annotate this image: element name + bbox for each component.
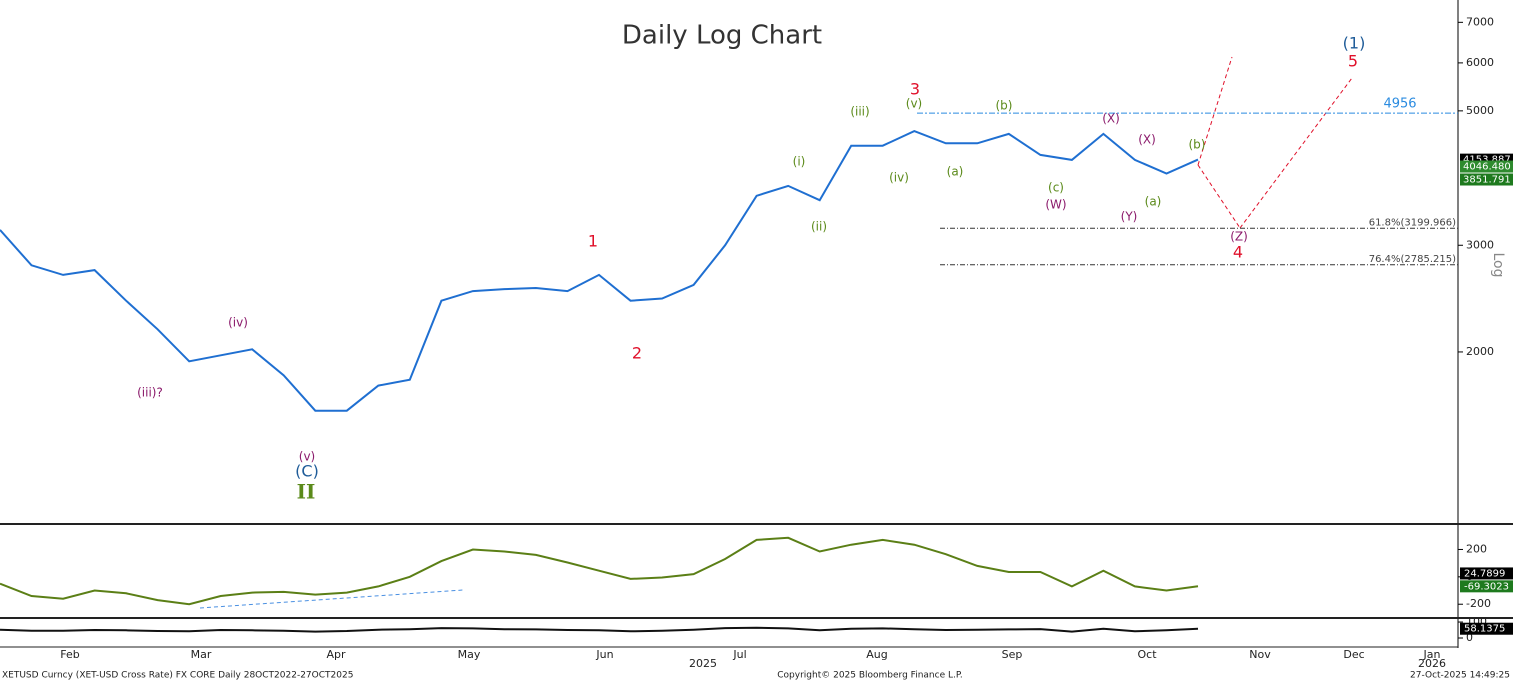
y-tick-label: 7000 <box>1466 15 1494 28</box>
level-label: 61.8%(3199.966) <box>1369 217 1456 228</box>
wave-label: 2 <box>632 344 642 363</box>
wave-label: (c) <box>1048 181 1064 195</box>
x-tick-label: Mar <box>191 648 212 661</box>
footer-right: 27-Oct-2025 14:49:25 <box>1410 671 1510 680</box>
wave-label: (iii) <box>850 105 869 119</box>
rsi-label: 58.1375 <box>1464 624 1505 635</box>
x-tick-label: Sep <box>1002 648 1023 661</box>
x-tick-label: Apr <box>326 648 346 661</box>
rsi-label-box <box>1460 622 1513 635</box>
wave-label: (b) <box>1189 138 1206 152</box>
x-tick-label: Jan <box>1423 648 1441 661</box>
wave-label: (iv) <box>889 171 909 185</box>
y-axis-label: Log <box>1490 252 1506 277</box>
projection-arrow <box>1239 77 1353 229</box>
wave-label: 5 <box>1348 52 1358 71</box>
wave-label: (a) <box>1145 195 1162 209</box>
wave-label: (b) <box>996 99 1013 113</box>
x-tick-label: Nov <box>1249 648 1271 661</box>
osc-label-box <box>1460 580 1513 593</box>
level-label: 4956 <box>1383 97 1416 112</box>
x-tick-label: May <box>458 648 481 661</box>
wave-label: (i) <box>793 155 806 169</box>
x-tick-label: Jun <box>595 648 613 661</box>
y-tick-label: 6000 <box>1466 56 1494 69</box>
y-tick-label: 5000 <box>1466 104 1494 117</box>
wave-label: (v) <box>906 97 922 111</box>
price-label: 4153.887 <box>1463 155 1511 166</box>
osc-label: -69.3023 <box>1464 581 1509 592</box>
x-tick-label: Dec <box>1343 648 1364 661</box>
divergence-arrow <box>199 589 464 609</box>
y-tick-label: 3000 <box>1466 238 1494 251</box>
year-label: 2025 <box>689 657 717 670</box>
osc-tick-label: -200 <box>1466 597 1491 610</box>
wave-label: (Z) <box>1230 230 1248 244</box>
wave-label: (W) <box>1045 198 1066 212</box>
oscillator-line <box>0 536 1199 606</box>
wave-label: (1) <box>1343 34 1366 53</box>
wave-label: (X) <box>1102 112 1120 126</box>
wave-label: (v) <box>299 450 315 464</box>
wave-label: (Y) <box>1121 210 1138 224</box>
price-label-box <box>1460 160 1513 173</box>
osc-label: 24.7899 <box>1464 568 1505 579</box>
price-label: 4046.480 <box>1463 162 1511 173</box>
wave-label: (iii)? <box>137 386 163 400</box>
x-tick-label: Jul <box>732 648 746 661</box>
x-tick-label: Aug <box>866 648 887 661</box>
price-line <box>0 130 1199 412</box>
y-tick-label: 2000 <box>1466 345 1494 358</box>
level-label: 76.4%(2785.215) <box>1369 254 1456 265</box>
osc-tick-label: 200 <box>1466 542 1487 555</box>
wave-label: II <box>297 480 316 504</box>
osc-label-box <box>1460 567 1513 580</box>
chart-title: Daily Log Chart <box>622 21 822 51</box>
wave-label: (ii) <box>811 220 827 234</box>
projection-arrow <box>1197 164 1241 229</box>
price-label: 3851.791 <box>1463 175 1511 186</box>
rsi-tick-label: 0 <box>1466 631 1473 644</box>
wave-label: 4 <box>1233 243 1243 262</box>
wave-label: (X) <box>1138 133 1156 147</box>
price-label-box <box>1460 173 1513 186</box>
footer-center: Copyright© 2025 Bloomberg Finance L.P. <box>777 671 962 680</box>
wave-label: 3 <box>910 80 920 99</box>
x-tick-label: Oct <box>1137 648 1157 661</box>
wave-label: (C) <box>295 462 319 481</box>
year-label: 2026 <box>1418 657 1446 670</box>
x-tick-label: Feb <box>60 648 79 661</box>
projection-arrow <box>1197 56 1233 166</box>
wave-label: (iv) <box>228 316 248 330</box>
wave-label: 1 <box>588 232 598 251</box>
rsi-line <box>0 626 1199 633</box>
footer-left: XETUSD Curncy (XET-USD Cross Rate) FX CO… <box>2 671 353 680</box>
wave-label: (a) <box>947 165 964 179</box>
